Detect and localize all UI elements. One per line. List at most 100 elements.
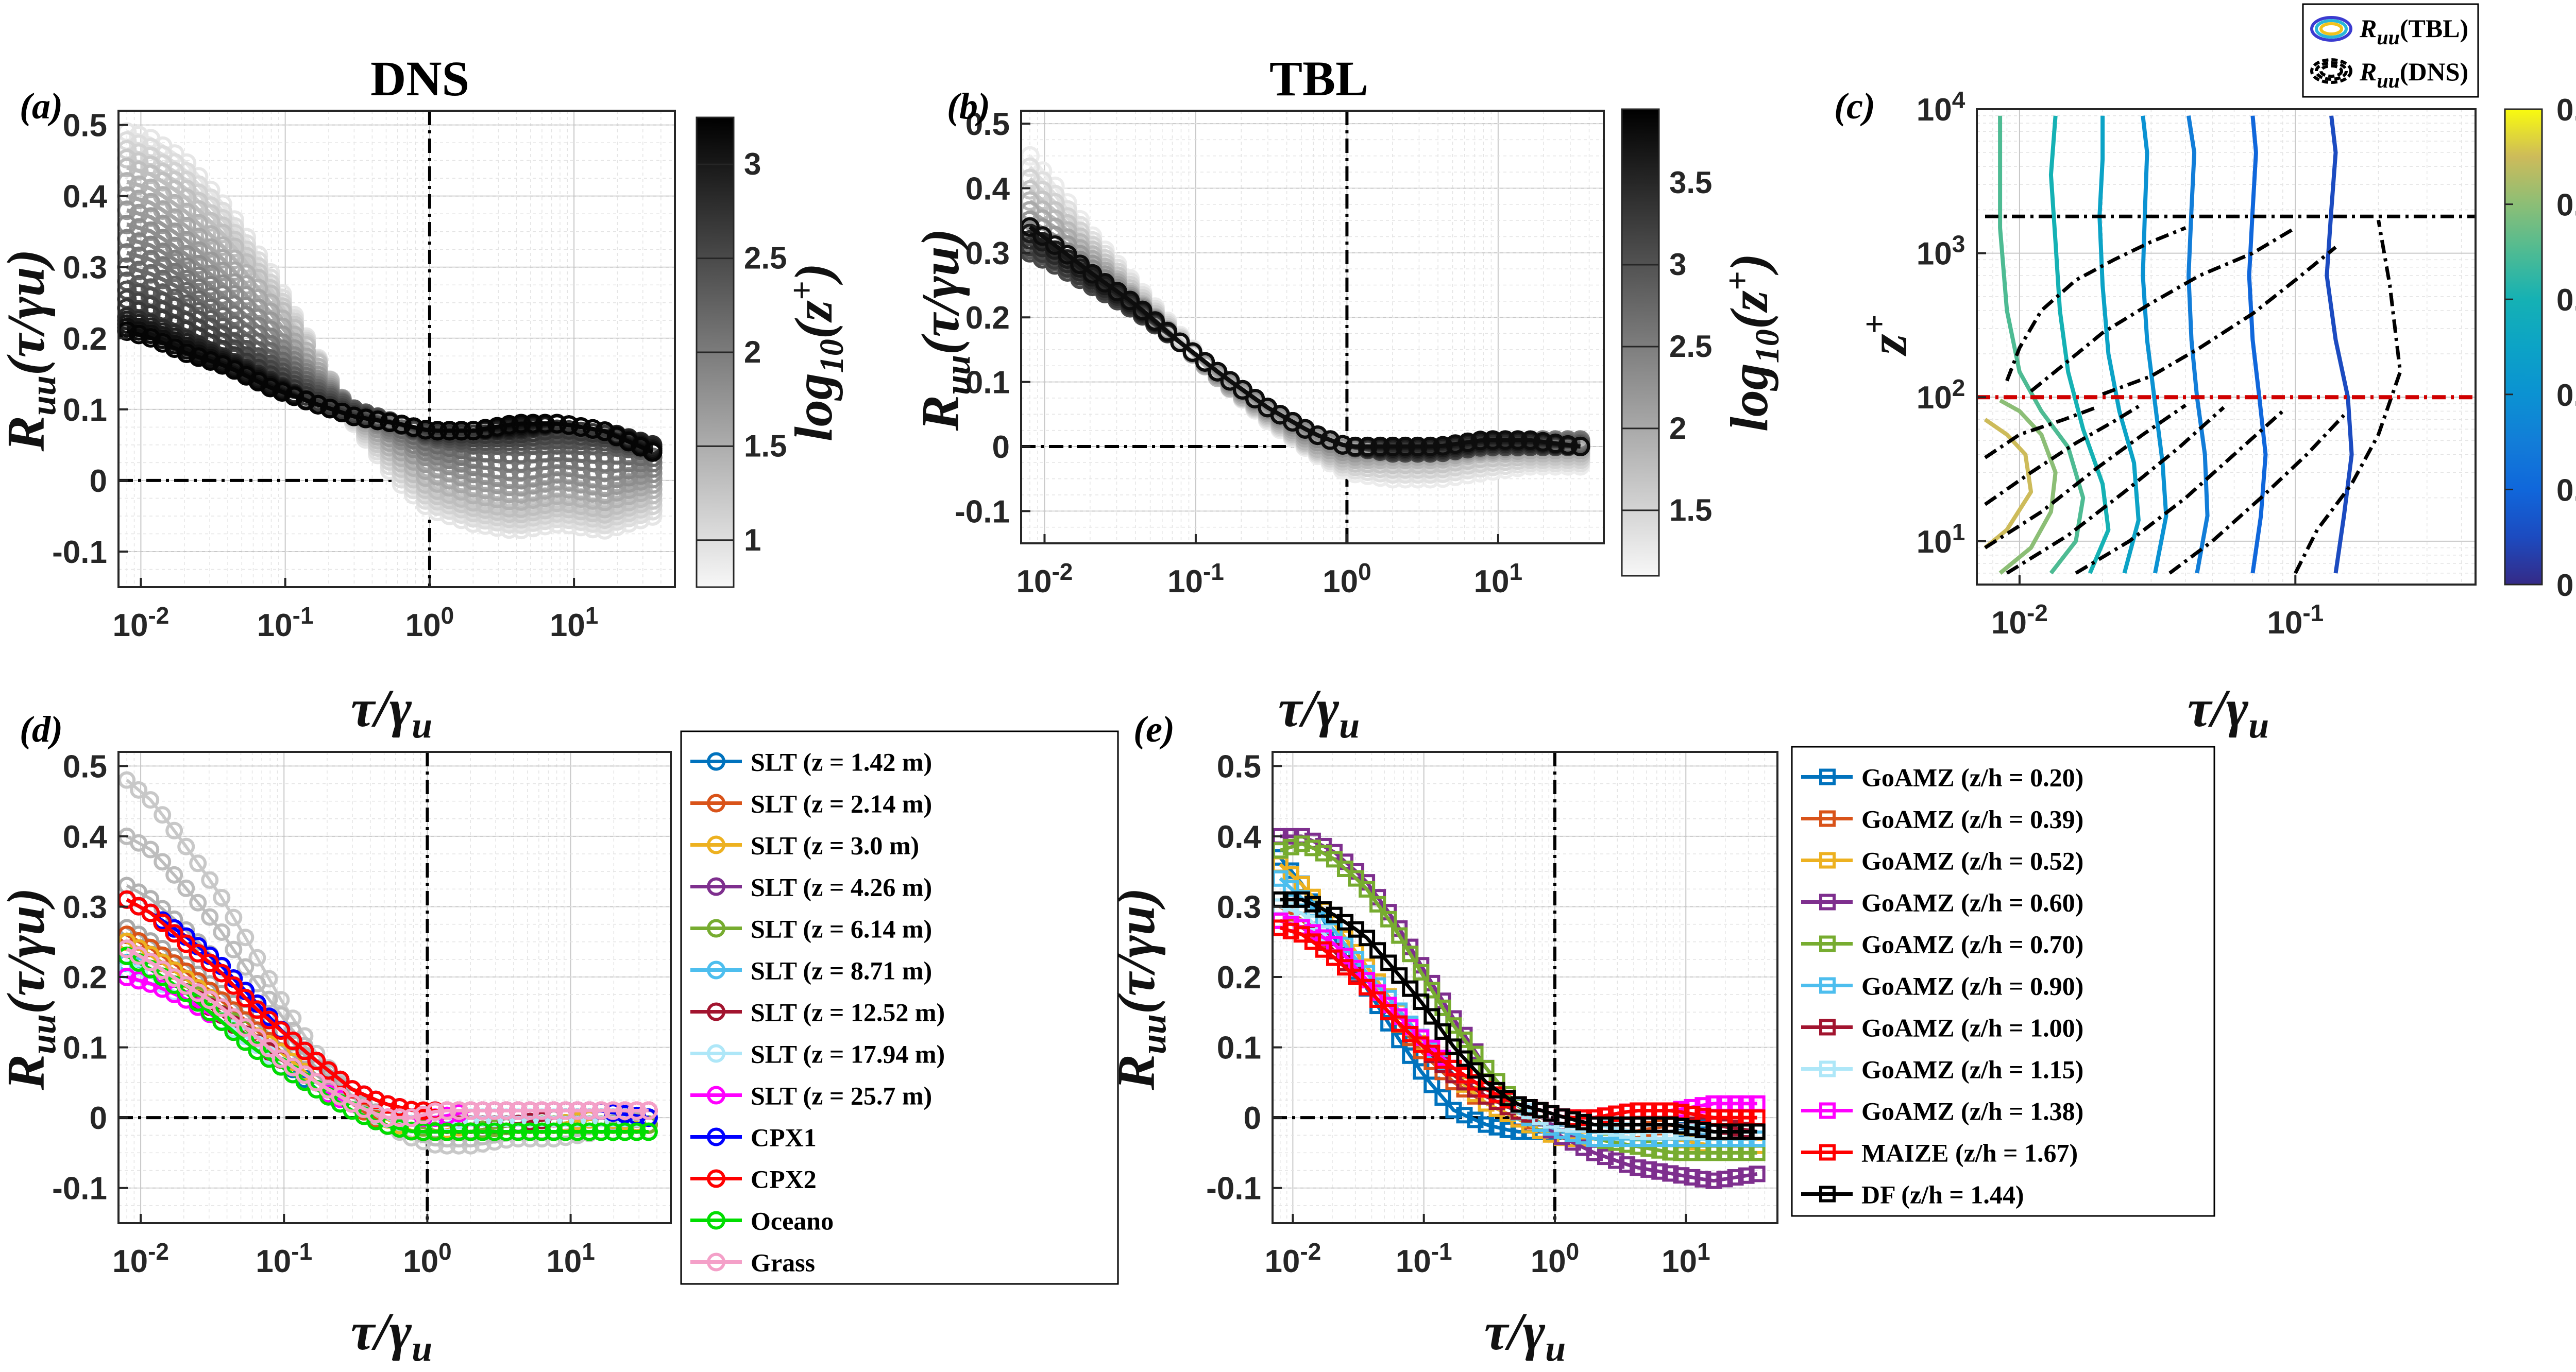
d-xtick-label: 10-1	[256, 1238, 312, 1279]
e-series-9-marker	[1282, 922, 1299, 939]
d-legend-item: SLT (z = 3.0 m)	[690, 831, 919, 860]
e-series-3-marker	[1640, 1161, 1657, 1178]
e-legend-label: GoAMZ (z/h = 0.70)	[1861, 930, 2083, 959]
b-point	[1108, 282, 1127, 302]
a-point	[583, 419, 603, 439]
b-axes-box	[1020, 110, 1605, 544]
d-xtick-label-base: 10	[403, 1244, 438, 1279]
d-gray-series-0-marker	[225, 908, 243, 927]
a-point	[129, 261, 149, 281]
d-gray-series-0-marker	[201, 871, 219, 889]
d-xtick-label-base: 10	[256, 1244, 291, 1279]
b-cbar-tick-label: 3.5	[1669, 165, 1712, 200]
e-series-3-marker	[1662, 1165, 1679, 1182]
a-point	[177, 257, 197, 277]
e-legend-item: MAIZE (z/h = 1.67)	[1801, 1139, 2078, 1168]
d-series-12-marker	[603, 1101, 622, 1120]
c-tbl-contour-8	[2325, 115, 2354, 574]
a-point	[499, 415, 519, 435]
e-series-10-marker	[1564, 1111, 1581, 1128]
d-series-11-marker	[532, 1122, 551, 1141]
a-point	[356, 408, 376, 428]
b-point	[1420, 436, 1440, 456]
e-series-8-marker	[1694, 1097, 1711, 1114]
e-series-4-marker	[1402, 946, 1419, 963]
c-legend-tbl-R: R	[2359, 14, 2377, 43]
b-point	[1095, 273, 1115, 293]
d-legend-label: CPX1	[751, 1123, 817, 1152]
e-series-3-marker	[1630, 1159, 1647, 1176]
e-series-3-marker	[1694, 1171, 1711, 1188]
e-series-10-marker	[1673, 1118, 1690, 1135]
a-xtick-label-exp: -2	[148, 602, 169, 629]
d-series-12-marker	[639, 1101, 658, 1120]
c-dns-contour-0	[1984, 405, 2097, 459]
d-ylabel-arg: (τ/γu)	[0, 888, 56, 1014]
e-series-9-marker	[1326, 949, 1343, 966]
b-point	[1483, 430, 1503, 450]
e-legend-label: GoAMZ (z/h = 0.60)	[1861, 888, 2083, 917]
e-series-10-marker	[1619, 1116, 1636, 1133]
a-point	[189, 241, 209, 261]
d-series-12-marker	[224, 1008, 243, 1027]
a-point	[642, 442, 663, 462]
e-legend-label: MAIZE (z/h = 1.67)	[1861, 1139, 2078, 1168]
a-series-20	[117, 321, 663, 462]
d-legend-marker	[707, 1253, 725, 1272]
e-legend-item: GoAMZ (z/h = 1.00)	[1801, 1014, 2083, 1042]
e-series-10-marker	[1510, 1096, 1527, 1113]
e-series-10-marker	[1380, 954, 1397, 971]
a-point	[200, 264, 221, 284]
a-point	[152, 333, 173, 353]
e-series-10	[1272, 891, 1766, 1140]
d-legend-label: Oceano	[751, 1207, 834, 1236]
d-legend-label: CPX2	[751, 1165, 817, 1194]
e-series-10-marker	[1413, 993, 1430, 1010]
a-point	[129, 232, 149, 252]
c-cbar-tick-label: 0.2	[2556, 378, 2576, 413]
d-series-11-marker	[591, 1122, 611, 1141]
d-series-11-marker	[200, 1003, 219, 1022]
e-series-0-marker	[1423, 1076, 1440, 1093]
b-point	[1120, 290, 1140, 311]
e-ytick-label: 0.4	[1217, 819, 1262, 855]
a-point	[523, 414, 543, 434]
e-xtick-label-base: 10	[1396, 1244, 1431, 1279]
b-cbar-tick-label: 2	[1669, 411, 1686, 445]
d-xtick-label-base: 10	[546, 1244, 582, 1279]
d-series-11-marker	[556, 1122, 575, 1141]
a-point	[129, 190, 149, 210]
e-series-10-marker	[1445, 1038, 1462, 1055]
c-cbar-tick-label: 0.3	[2556, 283, 2576, 317]
a-point	[200, 225, 221, 245]
a-cbar-tick-label: 1.5	[744, 428, 787, 463]
e-legend-item: GoAMZ (z/h = 0.60)	[1801, 888, 2083, 917]
a-point	[571, 417, 591, 437]
d-series-11-marker	[390, 1119, 409, 1138]
e-series-4-marker	[1369, 896, 1386, 913]
a-point	[189, 254, 209, 275]
e-series-4-marker	[1337, 861, 1354, 878]
d-series-12-marker	[260, 1039, 279, 1058]
b-point	[1370, 436, 1390, 456]
a-xlabel: τ/γu	[351, 679, 432, 746]
b-cbar-label: log10(z+)	[1719, 253, 1786, 432]
a-xtick-label-base: 10	[257, 608, 293, 643]
a-point	[200, 276, 221, 296]
a-cbar-label: log10(z+)	[783, 263, 851, 441]
d-series-11-marker	[485, 1122, 504, 1141]
d-series-12-marker	[520, 1101, 539, 1120]
d-xtick-label-exp: 0	[438, 1238, 452, 1265]
b-point	[1358, 436, 1378, 456]
e-series-9-marker	[1369, 991, 1386, 1008]
d-panel-letter: (d)	[20, 709, 63, 750]
c-legend-tbl-label: Ruu(TBL)	[2359, 14, 2468, 49]
d-ytick-label: 0	[90, 1101, 107, 1136]
c-ytick-label: 103	[1917, 231, 1965, 272]
e-series-10-marker	[1640, 1116, 1657, 1133]
a-point	[619, 432, 639, 452]
e-legend-label: GoAMZ (z/h = 0.52)	[1861, 847, 2083, 876]
a-ytick-label: 0.2	[63, 321, 107, 357]
b-cbar-tick-label: 2.5	[1669, 329, 1712, 364]
